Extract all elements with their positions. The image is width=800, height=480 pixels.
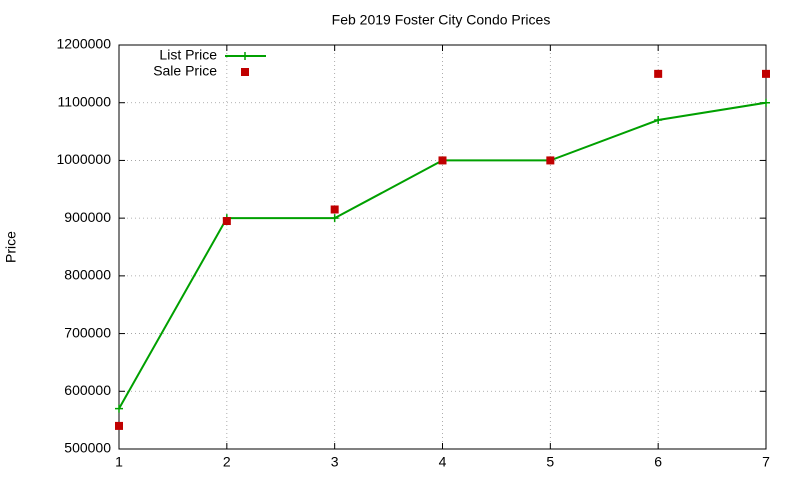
point-marker [438,156,447,165]
chart-title: Feb 2019 Foster City Condo Prices [332,12,551,28]
series-line [118,101,767,410]
x-tick-label: 6 [654,454,662,470]
point-marker [222,217,231,226]
point-marker [654,116,663,125]
x-tick-label: 3 [331,454,339,470]
legend-marker [241,68,249,76]
legend-label: Sale Price [153,63,217,79]
y-tick-label: 1100000 [58,93,112,109]
y-tick-label: 900000 [64,209,111,225]
point-marker [115,404,123,413]
point-marker [330,205,339,214]
y-tick-label: 600000 [64,382,111,398]
x-tick-label: 5 [546,454,554,470]
point-marker [115,421,123,430]
x-tick-label: 7 [762,454,770,470]
y-tick-label: 500000 [64,440,111,456]
x-tick-label: 2 [223,454,231,470]
legend-label: List Price [159,47,217,63]
plot-border [118,44,767,450]
y-tick-label: 1000000 [56,151,111,167]
x-tick-label: 1 [115,454,123,470]
x-tick-label: 4 [439,454,447,470]
y-tick-label: 800000 [64,267,111,283]
point-marker [762,69,770,78]
point-marker [546,156,555,165]
point-marker [762,98,770,107]
y-tick-label: 1200000 [56,36,111,52]
y-tick-label: 700000 [64,324,111,340]
point-marker [654,69,663,78]
legend-marker [241,52,249,60]
point-marker [330,214,339,223]
y-axis-label: Price [3,231,19,263]
